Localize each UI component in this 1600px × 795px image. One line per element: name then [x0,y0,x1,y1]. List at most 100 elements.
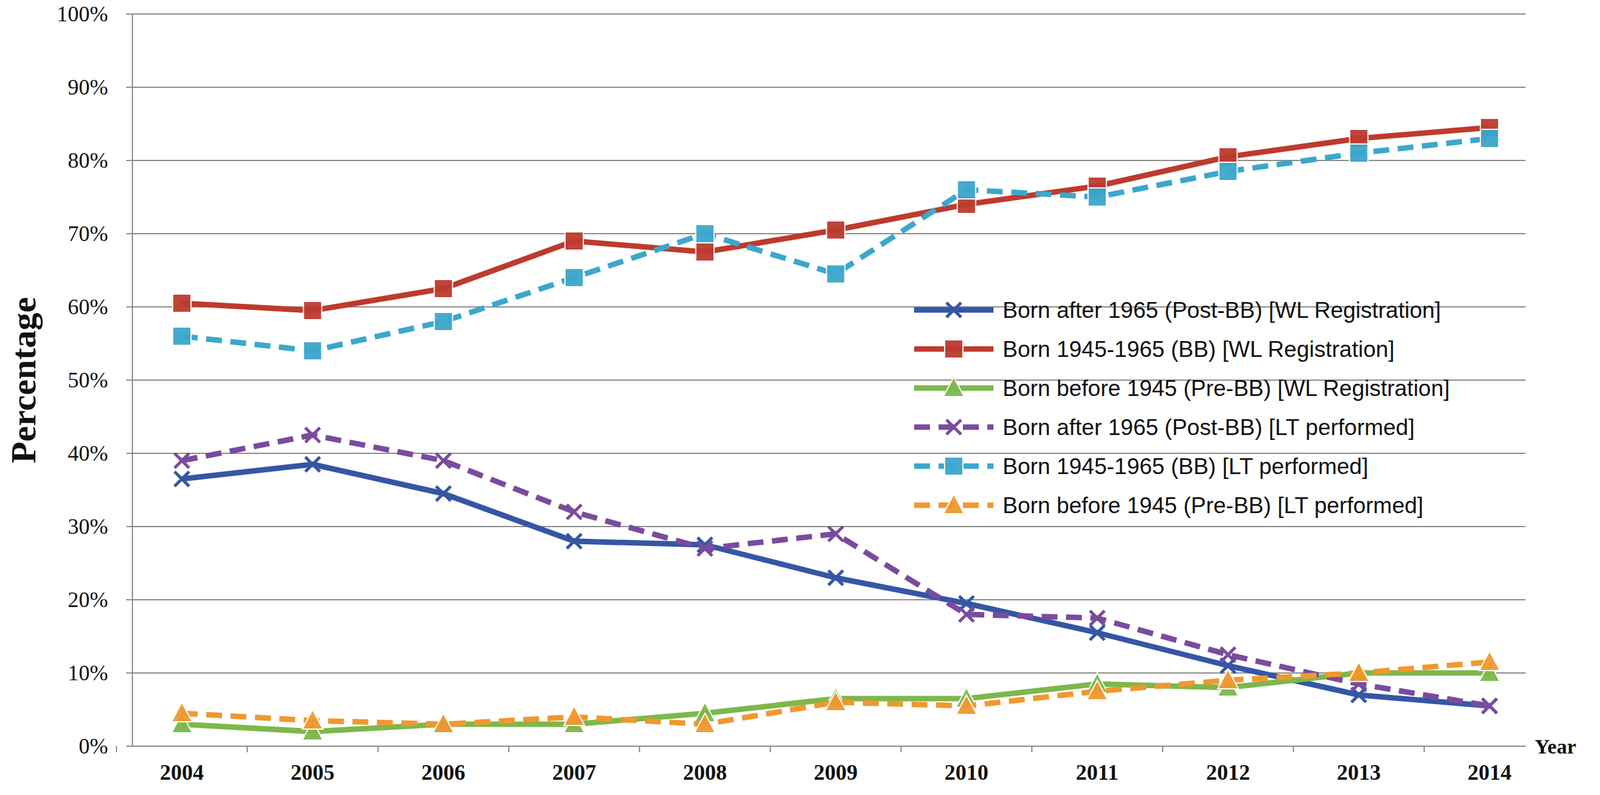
point [956,695,977,715]
y-tick-label: 90% [67,75,109,100]
tick [126,13,133,15]
y-axis-title: Percentage [3,297,44,464]
legend-marker [944,339,963,359]
point [695,242,714,262]
point [436,486,451,501]
y-tick-label: 50% [67,367,109,393]
y-tick-label: 60% [67,294,109,320]
series-line [181,662,1490,725]
y-tick-label: 20% [67,587,109,613]
y-tick-label: 30% [67,514,109,539]
point [433,713,455,733]
tick [126,526,133,528]
y-tick-label: 40% [67,441,109,466]
tick [126,159,133,162]
point [566,533,582,549]
legend-label: Born 1945-1965 (BB) [WL Registration] [1002,336,1395,362]
point [828,570,844,586]
point [171,702,193,722]
series [174,427,1497,714]
legend-label: Born 1945-1965 (BB) [LT performed] [1002,454,1369,480]
point [959,607,974,622]
legend-label: Born after 1965 (Post-BB) [WL Registrati… [1002,297,1441,323]
tick [126,306,133,308]
legend-marker [943,377,965,397]
grid-line [132,13,1526,15]
legend-label: Born before 1945 (Pre-BB) [WL Registrati… [1002,375,1450,401]
point [565,231,584,251]
point [694,713,716,733]
x-tick-label: 2005 [290,760,335,785]
y-tick-label: 10% [67,660,109,686]
point [1218,162,1237,181]
point [826,220,846,240]
x-tick [769,746,771,753]
point [172,327,191,346]
point [565,268,584,287]
point [303,301,322,320]
point [1348,662,1370,682]
point [1480,129,1499,148]
tick [126,379,133,381]
y-tick-label: 0% [78,734,109,759]
legend: Born after 1965 (Post-BB) [WL Registrati… [914,297,1450,519]
point [1089,610,1105,626]
x-tick [246,746,248,753]
legend-marker [943,494,965,514]
x-tick-label: 2011 [1075,760,1119,785]
point [436,453,451,469]
grid-line [132,745,1526,747]
tick [126,86,133,88]
point [174,453,190,469]
x-tick [508,746,510,753]
point [1086,680,1108,700]
x-tick-label: 2004 [159,760,204,785]
grid-line [132,86,1526,88]
series-line [181,138,1490,351]
x-axis [132,745,1526,747]
series [172,129,1499,361]
point [1088,187,1107,207]
point [305,427,320,443]
x-tick-label: 2008 [682,760,727,785]
point [305,457,320,472]
legend-label: Born before 1945 (Pre-BB) [LT performed] [1002,493,1424,519]
x-tick [1031,746,1033,753]
x-tick [377,746,379,753]
x-tick-label: 2009 [814,760,858,785]
point [434,312,453,331]
x-tick-label: 2007 [552,760,597,785]
point [563,706,585,726]
tick [126,745,133,747]
x-tick [638,746,641,753]
point [697,541,713,556]
series [171,662,1500,741]
tick [126,233,133,235]
point [957,180,976,199]
legend-marker [946,302,962,318]
x-tick-label: 2012 [1205,760,1250,785]
point [1089,625,1105,641]
x-tick [1423,746,1425,753]
x-tick [900,746,902,753]
legend-marker [944,457,963,476]
point [1479,651,1500,671]
x-axis-title: Year [1534,735,1577,758]
series-line [181,435,1490,707]
point [434,279,453,298]
y-axis [131,14,134,747]
point [302,709,323,730]
x-tick-label: 2010 [944,760,989,785]
point [1220,647,1236,663]
point [825,691,847,711]
y-tick-label: 80% [67,148,109,173]
point [1349,144,1369,163]
x-tick-label: 2013 [1336,760,1381,785]
series [172,118,1499,320]
y-tick-label: 70% [67,221,109,246]
tick [126,672,133,674]
point [172,294,191,313]
x-tick-label: 2006 [421,760,466,785]
point [828,526,844,542]
point [1482,698,1497,714]
